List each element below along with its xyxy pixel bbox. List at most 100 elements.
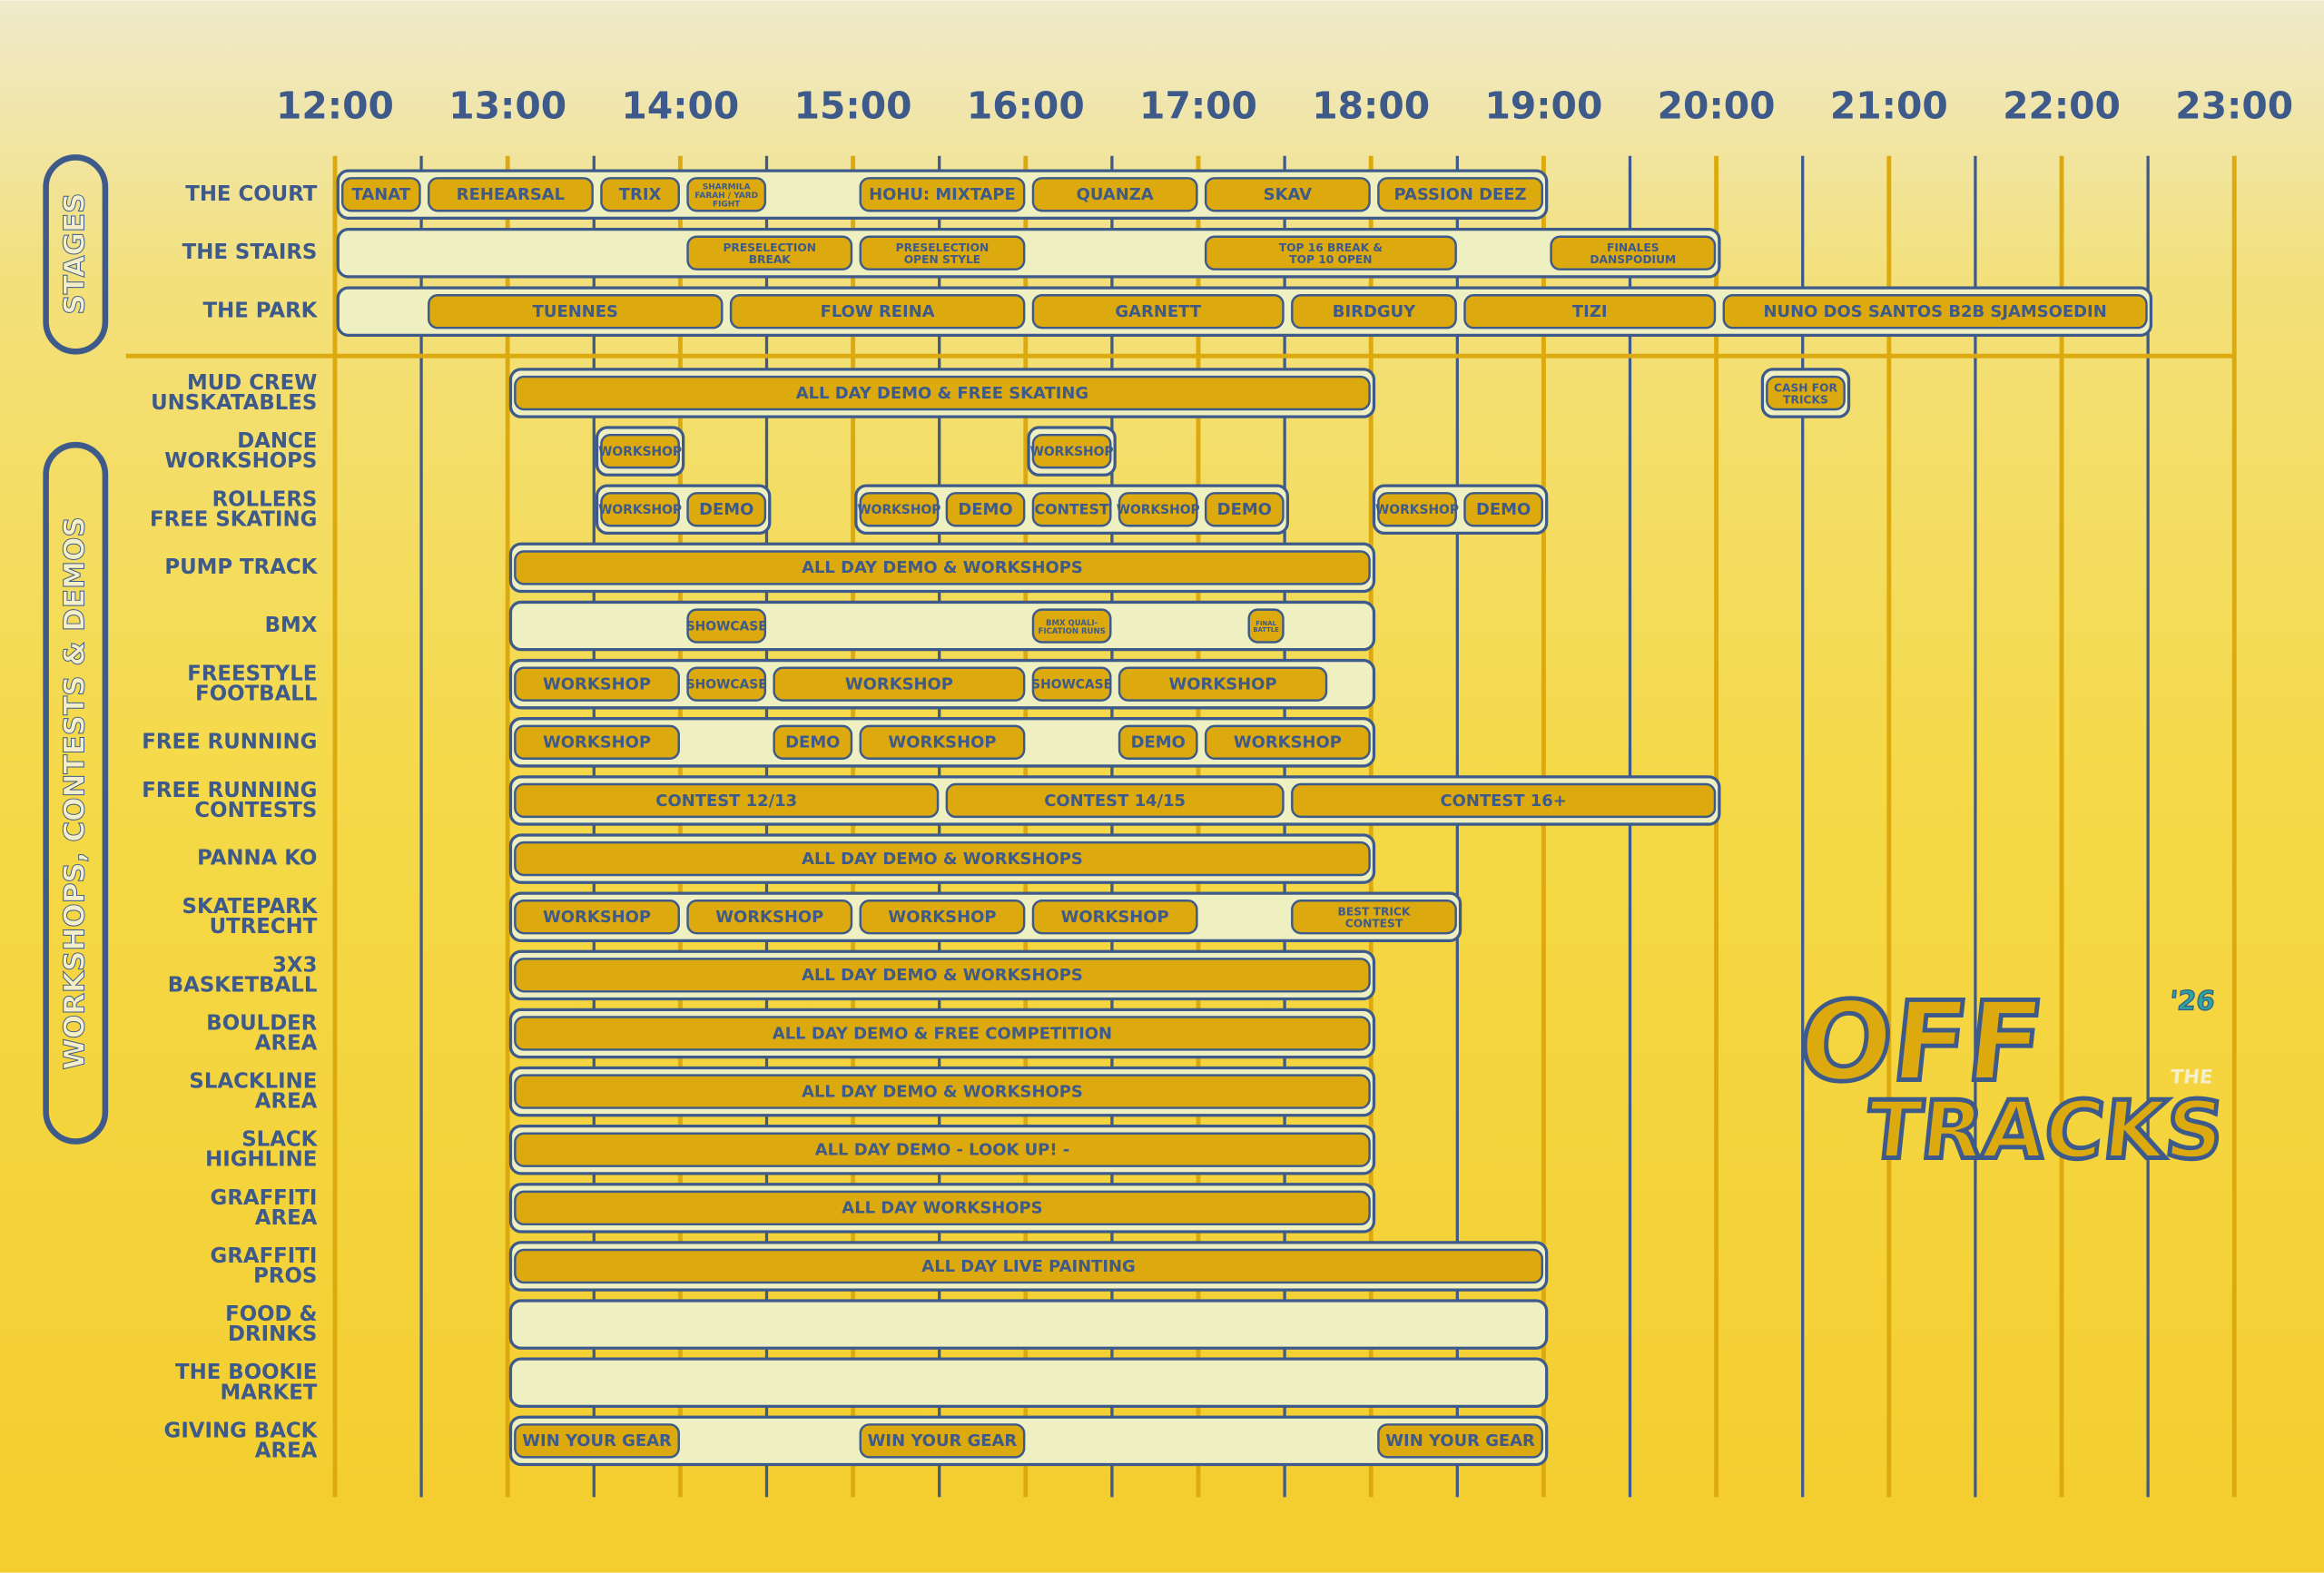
event	[686, 666, 767, 702]
time-label: 19:00	[1484, 84, 1602, 128]
row-label: FREESTYLE FOOTBALL	[187, 662, 317, 705]
event-label-line: FARAH / YARD	[694, 192, 758, 201]
row-label-line: AREA	[255, 1089, 318, 1113]
section-pill	[43, 441, 109, 1145]
event	[859, 900, 1026, 935]
row-label: THE STAIRS	[182, 241, 318, 264]
row-label: PUMP TRACK	[164, 555, 318, 579]
row-label-line: UNSKATABLES	[151, 391, 317, 415]
event-label: WORKSHOP	[1234, 733, 1342, 752]
row-label-line: FOOD &	[225, 1303, 317, 1326]
event-label: CONTEST 14/15	[1044, 791, 1186, 811]
event-label: PASSION DEEZ	[1394, 185, 1527, 204]
event-label: TOP 16 BREAK & TOP 10 OPEN	[1279, 241, 1384, 266]
event-label: WORKSHOP	[1117, 503, 1200, 517]
time-label: 18:00	[1312, 84, 1430, 128]
event	[729, 294, 1026, 329]
time-block	[508, 600, 1376, 652]
event	[1031, 177, 1198, 212]
event	[1204, 235, 1457, 270]
event	[514, 1074, 1371, 1109]
event	[428, 294, 724, 329]
event	[514, 1016, 1371, 1051]
event-label: ALL DAY WORKSHOPS	[842, 1199, 1042, 1218]
event-label-line: FICATION RUNS	[1039, 626, 1106, 635]
event-label-line: SHARMILA	[703, 182, 751, 192]
row-label-line: FREE RUNNING	[142, 778, 317, 801]
time-block	[508, 1299, 1549, 1350]
row-label: GIVING BACK AREA	[164, 1419, 319, 1462]
event-label-line: PRESELECTION	[896, 241, 990, 254]
event	[514, 550, 1371, 585]
event-label: WORKSHOP	[1030, 445, 1114, 459]
logo-text: TRACKS	[1862, 1084, 2229, 1177]
event	[859, 177, 1026, 212]
event	[1463, 294, 1717, 329]
event-label: WORKSHOP	[543, 674, 651, 693]
event	[514, 375, 1371, 411]
event	[600, 177, 680, 212]
event-label: SHOWCASE	[686, 677, 767, 692]
row-label-line: MUD CREW	[187, 371, 317, 395]
event	[773, 666, 1026, 702]
event-label: WORKSHOP	[888, 908, 996, 927]
event	[1291, 900, 1457, 935]
event-label: FINAL BATTLE	[1253, 620, 1279, 634]
row-label-line: SKATEPARK	[182, 895, 319, 919]
event-label: HOHU: MIXTAPE	[869, 185, 1016, 204]
event	[600, 492, 680, 527]
section-title: STAGES	[58, 193, 91, 315]
event	[514, 900, 680, 935]
event-label-line: FIGHT	[713, 200, 741, 209]
time-label: 12:00	[276, 84, 394, 128]
row-label: FREE RUNNING CONTESTS	[142, 778, 317, 821]
event	[1031, 666, 1112, 702]
row-label-line: THE BOOKIE	[175, 1361, 317, 1384]
event	[859, 235, 1026, 270]
event-label: SHARMILA FARAH / YARD FIGHT	[694, 182, 758, 209]
event-label-line: DANSPODIUM	[1590, 252, 1676, 265]
event-label: WORKSHOP	[598, 503, 682, 517]
row-label-line: BOULDER	[206, 1011, 318, 1035]
event	[600, 433, 680, 469]
event	[773, 724, 853, 760]
event-label: QUANZA	[1077, 185, 1154, 204]
row-label-line: FREESTYLE	[187, 662, 317, 685]
event-label: DEMO	[699, 500, 753, 519]
event	[514, 1132, 1371, 1167]
event	[514, 1190, 1371, 1226]
event	[1118, 724, 1198, 760]
row-label-line: DRINKS	[228, 1322, 317, 1346]
event	[686, 492, 767, 527]
row-label-line: ROLLERS	[212, 487, 318, 511]
event	[1031, 294, 1285, 329]
event-label: WORKSHOP	[857, 503, 940, 517]
event	[945, 782, 1285, 819]
row-label-line: SLACK	[241, 1127, 318, 1151]
event-label: TIZI	[1572, 302, 1608, 321]
event	[1031, 608, 1112, 644]
row-label-line: AREA	[255, 1031, 318, 1055]
event-label: WORKSHOP	[598, 445, 682, 459]
event	[1377, 1423, 1543, 1459]
event	[1031, 492, 1112, 527]
row-label: THE PARK	[203, 300, 319, 323]
event	[428, 177, 594, 212]
event	[686, 608, 767, 644]
row-label: THE BOOKIE MARKET	[175, 1361, 318, 1404]
row-label-line: HIGHLINE	[205, 1147, 317, 1171]
event	[686, 235, 853, 270]
event-label: WORKSHOP	[1061, 908, 1169, 927]
event	[1377, 492, 1457, 527]
event	[686, 900, 853, 935]
event-label: ALL DAY DEMO & FREE COMPETITION	[773, 1024, 1112, 1043]
row-label: GRAFFITI AREA	[211, 1185, 318, 1229]
row-label: MUD CREW UNSKATABLES	[151, 371, 317, 415]
row-label-line: DANCE	[237, 429, 317, 453]
event-label-line: TRICKS	[1783, 393, 1828, 406]
event-label: WORKSHOP	[845, 674, 953, 693]
event-label: DEMO	[1476, 500, 1531, 519]
event-label: DEMO	[1131, 733, 1186, 752]
event-label: WIN YOUR GEAR	[522, 1431, 672, 1450]
